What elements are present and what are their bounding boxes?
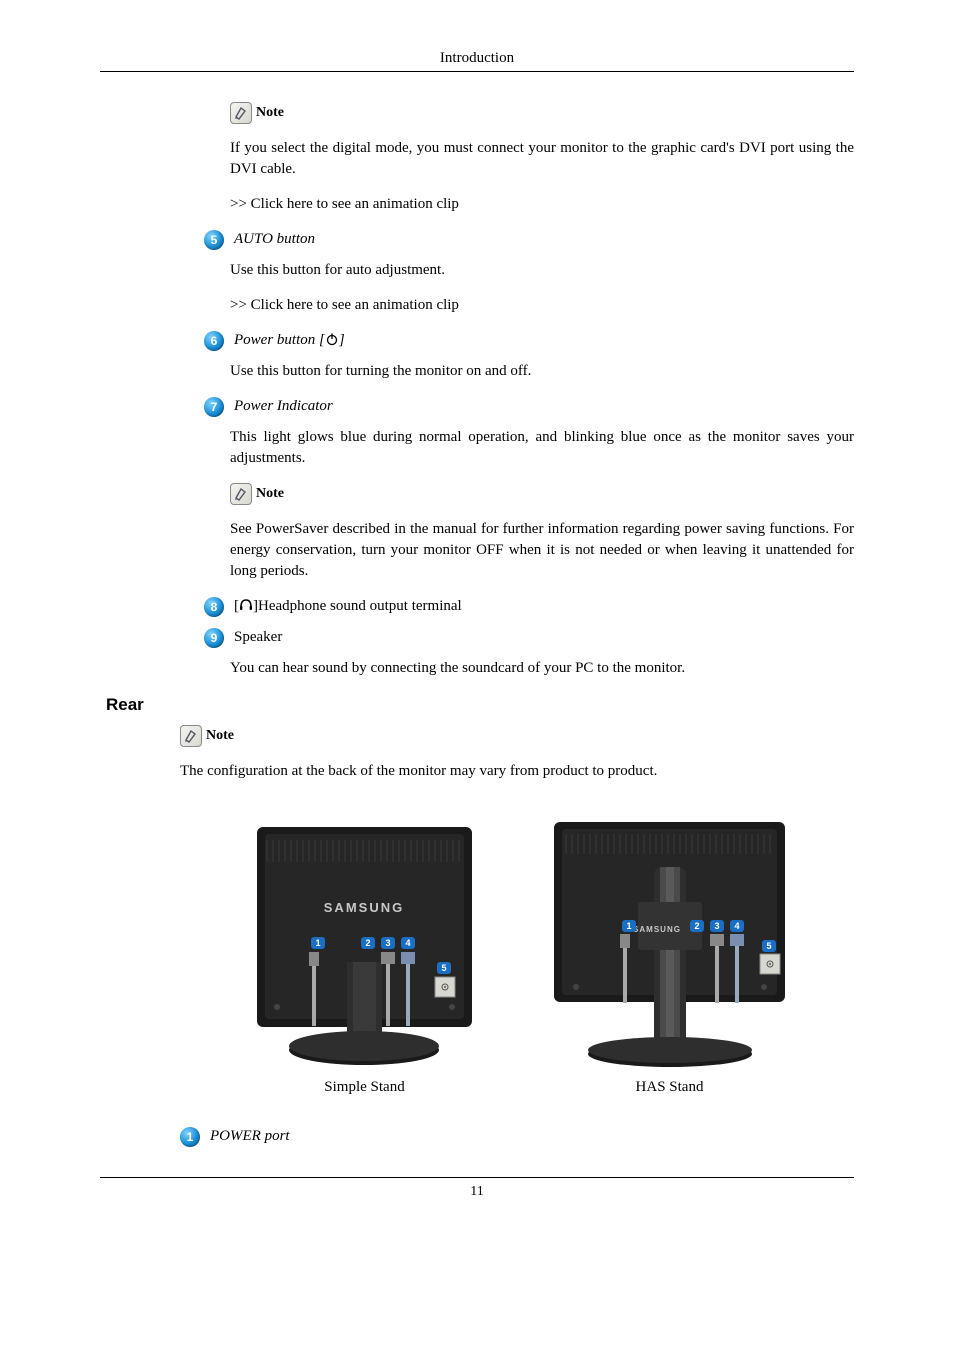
rear-heading: Rear [106, 695, 854, 715]
item-5-title: AUTO button [234, 229, 854, 249]
note-digital-mode: If you select the digital mode, you must… [230, 138, 854, 180]
item-7-title: Power Indicator [234, 396, 854, 416]
caption-simple-stand: Simple Stand [324, 1079, 404, 1096]
badge-rear-1: 1 [180, 1127, 200, 1147]
svg-text:2: 2 [694, 921, 699, 931]
note-icon [180, 725, 202, 747]
item-6-title: Power button [] [234, 330, 854, 350]
item-9-desc: You can hear sound by connecting the sou… [230, 658, 854, 679]
item-6-title-before: Power button [ [234, 332, 325, 348]
item-8-row: 8 []Headphone sound output terminal [204, 596, 854, 617]
figure-simple-stand: SAMSUNG 1 2 3 4 5 [237, 812, 492, 1067]
item-7-desc: This light glows blue during normal oper… [230, 427, 854, 469]
svg-text:SAMSUNG: SAMSUNG [633, 925, 681, 934]
note-label: Note [256, 105, 284, 121]
item-5-row: 5 AUTO button [204, 229, 854, 250]
page-number: 11 [100, 1184, 854, 1200]
badge-6: 6 [204, 331, 224, 351]
badge-7: 7 [204, 397, 224, 417]
headphone-icon [239, 597, 253, 614]
badge-9: 9 [204, 628, 224, 648]
anim-clip-link-2[interactable]: >> Click here to see an animation clip [230, 295, 854, 316]
rear-item-1-row: 1 POWER port [180, 1126, 854, 1147]
power-icon [325, 331, 339, 348]
item-8-title-after: ]Headphone sound output terminal [253, 598, 462, 614]
note-label: Note [256, 486, 284, 502]
note-powersaver: See PowerSaver described in the manual f… [230, 519, 854, 582]
svg-text:1: 1 [626, 921, 631, 931]
svg-text:4: 4 [405, 938, 410, 948]
rear-item-1-title: POWER port [210, 1126, 854, 1146]
svg-text:5: 5 [766, 941, 771, 951]
note-icon [230, 102, 252, 124]
note-label: Note [206, 728, 234, 744]
item-9-title: Speaker [234, 627, 854, 647]
caption-has-stand: HAS Stand [636, 1079, 704, 1096]
item-9-row: 9 Speaker [204, 627, 854, 648]
figure-has-stand: SAMSUNG 1 2 3 4 5 [542, 812, 797, 1067]
item-6-title-after: ] [339, 332, 345, 348]
footer-rule [100, 1177, 854, 1178]
item-6-desc: Use this button for turning the monitor … [230, 361, 854, 382]
svg-text:5: 5 [441, 963, 446, 973]
svg-text:1: 1 [315, 938, 320, 948]
badge-5: 5 [204, 230, 224, 250]
svg-text:2: 2 [365, 938, 370, 948]
item-5-desc: Use this button for auto adjustment. [230, 260, 854, 281]
note-row-2: Note [230, 483, 854, 505]
item-8-title: []Headphone sound output terminal [234, 596, 854, 616]
note-rear-config: The configuration at the back of the mon… [180, 761, 854, 782]
svg-text:SAMSUNG: SAMSUNG [324, 900, 404, 915]
anim-clip-link-1[interactable]: >> Click here to see an animation clip [230, 194, 854, 215]
badge-8: 8 [204, 597, 224, 617]
note-icon [230, 483, 252, 505]
item-6-row: 6 Power button [] [204, 330, 854, 351]
svg-text:4: 4 [734, 921, 739, 931]
svg-text:3: 3 [714, 921, 719, 931]
note-row: Note [230, 102, 854, 124]
page-header: Introduction [100, 50, 854, 67]
note-row-3: Note [180, 725, 854, 747]
svg-text:3: 3 [385, 938, 390, 948]
item-7-row: 7 Power Indicator [204, 396, 854, 417]
